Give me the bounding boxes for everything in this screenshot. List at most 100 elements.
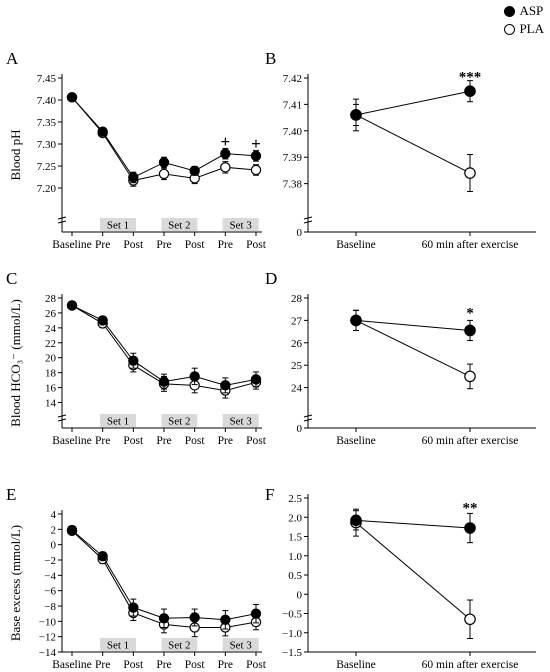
axis-break-mark [57, 220, 67, 224]
y-tick-label: 18 [45, 368, 57, 380]
legend-label-asp: ASP [519, 3, 544, 18]
data-point-asp [350, 314, 362, 327]
x-tick-label: Baseline [336, 659, 376, 671]
y-tick-label: 16 [45, 383, 57, 395]
y-tick-label: −1.0 [282, 628, 302, 640]
y-axis-label: Blood pH [8, 130, 23, 181]
series-line-pla [355, 319, 471, 377]
x-tick-label: Pre [156, 239, 171, 251]
set-label: Set 2 [168, 220, 190, 232]
set-label: Set 3 [230, 220, 253, 232]
panel-letter: A [6, 49, 19, 68]
x-tick-label: Post [123, 239, 144, 251]
panel-letter: D [265, 269, 277, 288]
axis-break-mark [303, 414, 313, 418]
y-tick-label: 26 [291, 338, 303, 350]
set-box [100, 638, 136, 651]
y-tick-label: 14 [45, 398, 57, 410]
data-point-asp [350, 514, 362, 527]
set-box [161, 218, 198, 231]
set-label: Set 1 [107, 416, 129, 428]
y-tick-label: 7.20 [37, 183, 57, 195]
y-tick-label: 7.25 [37, 161, 57, 173]
set-box [161, 414, 198, 427]
x-tick-label: Post [123, 435, 144, 447]
x-tick-label: Pre [156, 435, 171, 447]
data-point-asp [220, 380, 231, 391]
x-tick-label: Baseline [52, 239, 92, 251]
y-tick-label: −4 [44, 570, 56, 582]
data-point-pla [464, 613, 476, 626]
x-tick-label: Pre [95, 659, 110, 671]
x-tick-label: 60 min after exercise [422, 659, 519, 671]
data-point-pla [250, 164, 262, 176]
panel-a: A Blood pH 7.20 7.25 7.30 7.35 7.40 7.45 Baselin… [6, 49, 267, 251]
data-point-asp [66, 300, 78, 311]
data-point-asp [128, 355, 139, 366]
y-tick-label: 0 [297, 589, 303, 601]
data-point-asp [128, 602, 139, 613]
y-tick-label: −8 [44, 601, 56, 613]
panel-e: E Base excess (mmol/L) −14 −12 −10 −8 −6 −4 −2 0 2… [6, 485, 267, 671]
axis-break-mark [303, 418, 313, 422]
panel-letter: F [265, 485, 274, 504]
data-point-asp [158, 157, 170, 168]
y-tick-label: −2 [44, 555, 56, 567]
filled-circle-icon [504, 5, 516, 17]
set-label: Set 2 [168, 416, 190, 428]
legend: ASP PLA [504, 2, 544, 38]
y-tick-label: 0 [297, 227, 303, 239]
y-tick-label: 7.30 [37, 139, 57, 151]
y-tick-label: −14 [39, 647, 57, 659]
x-tick-label: Baseline [52, 435, 92, 447]
data-point-asp [66, 524, 78, 536]
data-point-pla [220, 162, 231, 173]
data-point-asp [189, 371, 200, 382]
x-tick-label: Pre [218, 239, 233, 251]
data-point-asp [464, 522, 476, 534]
data-point-pla [464, 167, 476, 179]
axis-break-mark [303, 220, 313, 224]
series-line-pla [355, 114, 471, 174]
data-point-asp [189, 165, 200, 177]
y-tick-label: 0.5 [288, 570, 302, 582]
x-tick-label: Pre [95, 239, 110, 251]
data-point-asp [220, 148, 231, 159]
x-tick-label: Pre [218, 659, 233, 671]
data-point-asp [66, 92, 78, 103]
y-tick-label: 24 [45, 323, 57, 335]
series-line-asp [355, 519, 471, 529]
axis-break-mark [57, 414, 67, 418]
y-tick-label: 7.40 [283, 126, 303, 138]
panel-letter: B [265, 49, 276, 68]
y-tick-label: 26 [45, 308, 57, 320]
data-point-asp [464, 85, 476, 97]
y-axis-label: Base excess (mmol/L) [8, 525, 23, 641]
x-tick-label: Post [246, 239, 267, 251]
set-box [100, 218, 136, 231]
x-tick-label: Pre [95, 435, 110, 447]
data-point-pla [464, 370, 476, 383]
x-tick-label: Post [185, 659, 206, 671]
data-point-asp [97, 315, 108, 326]
data-point-asp [350, 109, 362, 121]
open-circle-icon [504, 23, 516, 35]
y-tick-label: 22 [45, 338, 56, 350]
x-tick-label: Post [185, 239, 206, 251]
data-point-asp [158, 376, 170, 387]
series-line-pla [355, 522, 471, 620]
y-tick-label: 2.5 [288, 493, 302, 505]
x-tick-label: Post [246, 659, 267, 671]
data-point-asp [97, 126, 108, 137]
y-tick-label: 7.41 [283, 99, 302, 111]
panel-f: F −1.5 −1.0 −0.5 0 0.5 1.0 1.5 2.0 2.5 Baseline 60 … [265, 485, 536, 671]
legend-label-pla: PLA [519, 21, 544, 36]
significance-annotation: ** [463, 501, 478, 517]
y-tick-label: 7.40 [37, 95, 57, 107]
y-tick-label: 4 [51, 509, 57, 521]
x-tick-label: Post [185, 435, 206, 447]
significance-annotation: + [220, 132, 230, 151]
legend-item-asp: ASP [504, 2, 544, 20]
data-point-pla [158, 168, 170, 180]
